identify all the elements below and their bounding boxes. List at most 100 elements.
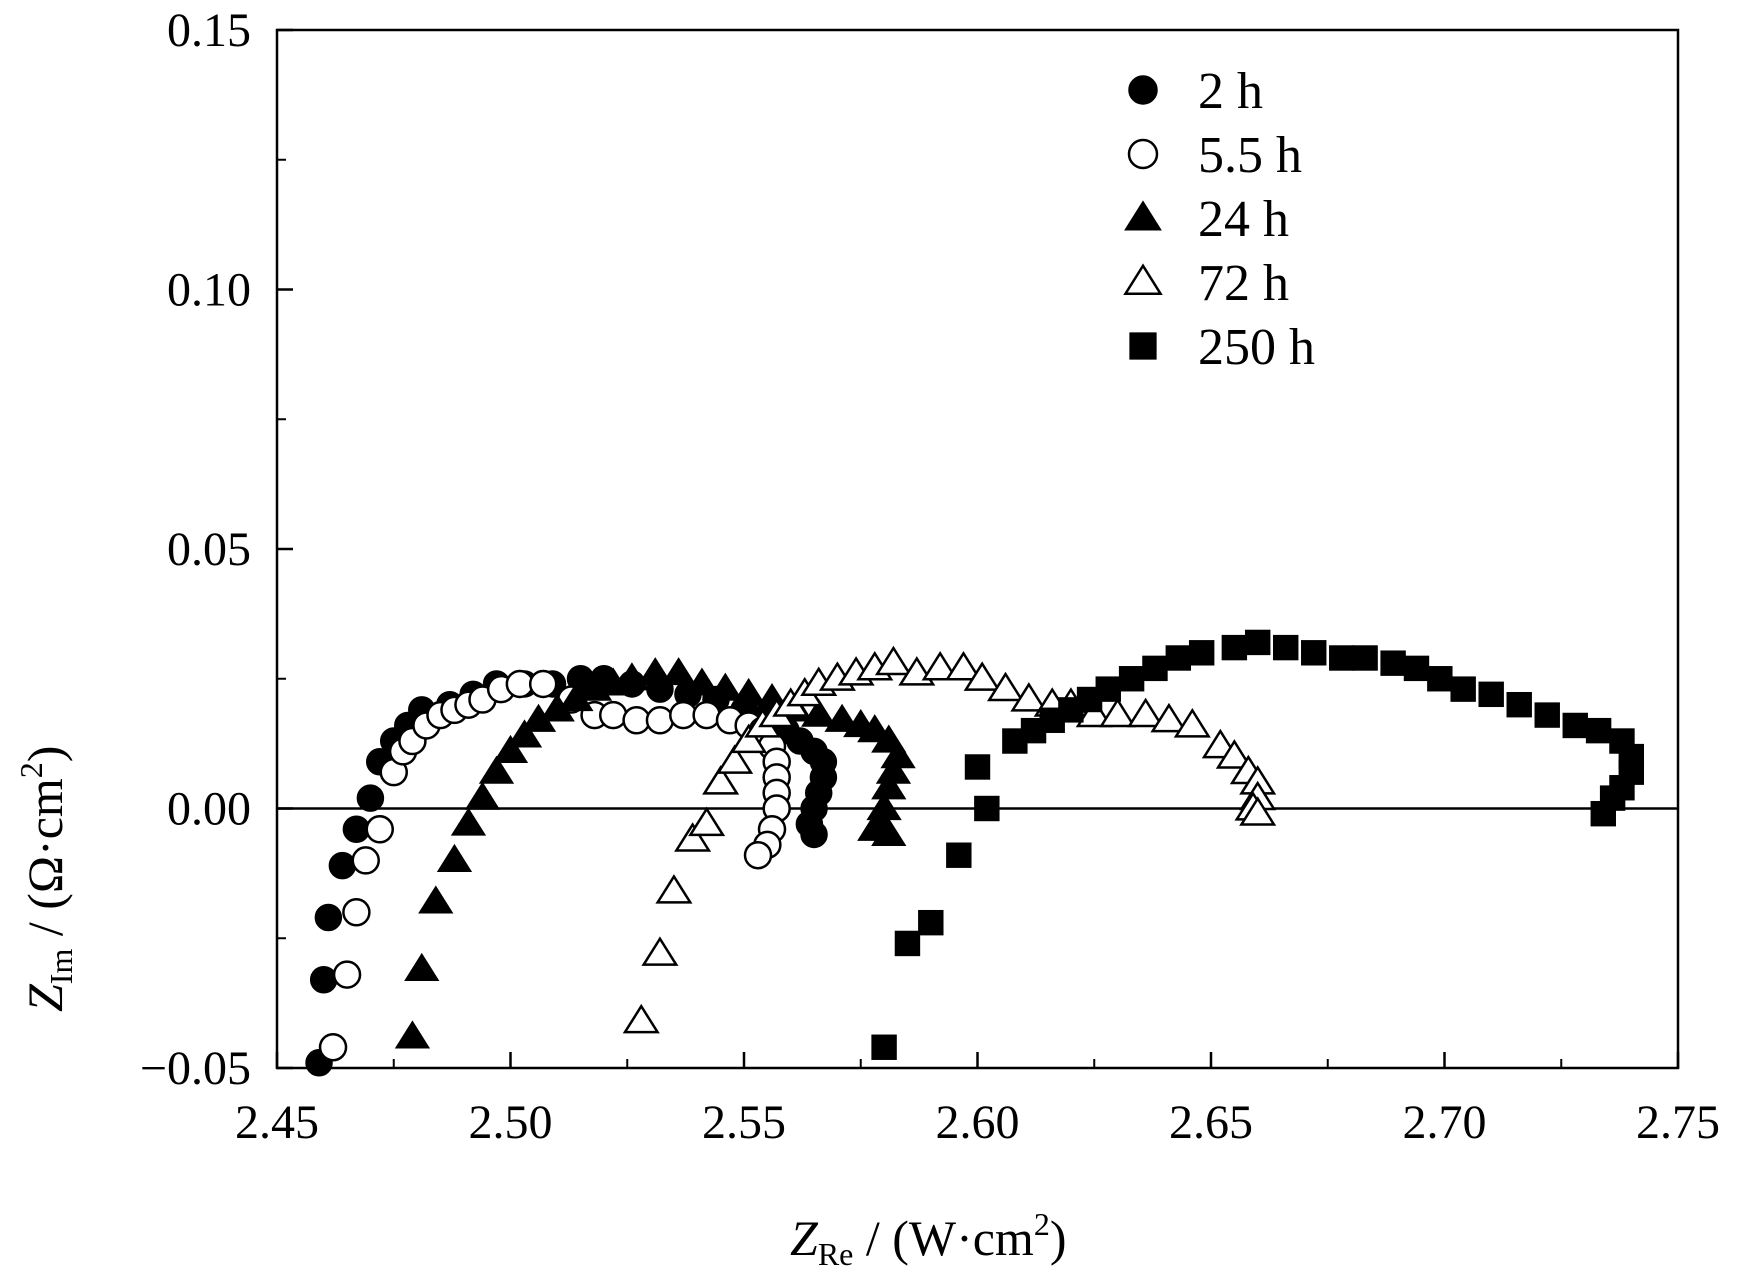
legend-marker: [1129, 332, 1157, 360]
data-point: [944, 650, 983, 681]
data-point: [692, 700, 721, 730]
data-point: [1010, 682, 1048, 712]
data-point: [801, 698, 837, 727]
data-point: [688, 806, 726, 837]
data-point: [622, 1003, 660, 1034]
legend: 2 h 5.5 h 24 h 72 h 250 h: [1123, 63, 1315, 376]
data-point: [1095, 676, 1121, 702]
data-point: [528, 669, 558, 699]
data-point: [1585, 717, 1612, 744]
y-axis-ticks: −0.05 0.00 0.05 0.10 0.15: [140, 4, 293, 1095]
legend-marker: [1124, 200, 1162, 231]
data-point: [314, 903, 343, 932]
data-point: [963, 661, 1001, 691]
data-point: [1188, 640, 1215, 666]
legend-label: 72 h: [1198, 255, 1289, 312]
data-point: [707, 672, 743, 701]
data-point: [356, 784, 385, 812]
data-point: [702, 765, 740, 795]
data-point: [660, 657, 697, 686]
data-point: [404, 952, 440, 981]
data-point: [365, 815, 394, 844]
data-point: [318, 1032, 348, 1062]
data-point: [1150, 702, 1188, 733]
x-tick-label: 2.65: [1169, 1096, 1253, 1149]
x-axis-label: ZRe / (W·cm2): [790, 1206, 1066, 1269]
data-point: [1534, 702, 1560, 728]
legend-marker: [1127, 138, 1159, 170]
data-point: [328, 851, 357, 880]
y-axis-label: ZIm / (Ω·cm2): [13, 746, 79, 1012]
data-point: [309, 966, 338, 994]
data-point: [674, 822, 712, 852]
data-point: [921, 650, 959, 681]
legend-label: 5.5 h: [1198, 127, 1302, 184]
data-point: [1590, 800, 1616, 827]
data-point: [1478, 681, 1504, 708]
data-point: [871, 771, 907, 800]
data-point: [964, 754, 991, 780]
data-point: [1403, 655, 1430, 682]
legend-marker: [1128, 75, 1158, 105]
data-point: [800, 820, 828, 849]
data-point: [1142, 655, 1168, 682]
data-point: [974, 795, 1000, 822]
data-point: [894, 930, 921, 957]
legend-label: 250 h: [1198, 319, 1315, 376]
y-tick-label: 0.15: [167, 4, 251, 57]
x-tick-label: 2.55: [702, 1096, 786, 1149]
data-point: [1239, 796, 1277, 826]
legend-label: 24 h: [1198, 191, 1289, 248]
x-tick-label: 2.70: [1403, 1096, 1487, 1149]
plot-area: [275, 28, 1680, 1070]
data-point: [637, 657, 673, 686]
data-point: [1165, 645, 1192, 671]
data-point: [506, 719, 543, 748]
data-point: [986, 671, 1025, 702]
data-point: [1244, 629, 1271, 656]
plot-frame: [275, 28, 1680, 1070]
x-tick-label: 2.75: [1636, 1096, 1720, 1149]
data-point: [342, 898, 371, 927]
x-tick-label: 2.60: [936, 1096, 1020, 1149]
data-point: [332, 960, 362, 989]
data-point: [1127, 697, 1165, 728]
data-markers: [305, 629, 1645, 1077]
data-point: [1215, 739, 1253, 769]
y-tick-label: 0.00: [167, 783, 251, 836]
data-point: [946, 842, 972, 868]
data-point: [598, 700, 628, 730]
series-24-h: [394, 657, 916, 1049]
x-tick-label: 2.45: [235, 1096, 319, 1149]
data-point: [1562, 712, 1588, 739]
data-point: [874, 645, 912, 676]
data-point: [1221, 634, 1248, 661]
data-point: [1427, 666, 1453, 692]
data-point: [1273, 634, 1299, 661]
data-point: [655, 874, 693, 904]
data-point: [1329, 645, 1355, 671]
data-point: [394, 1020, 431, 1049]
data-point: [492, 734, 529, 764]
data-point: [464, 781, 501, 810]
legend-label: 2 h: [1198, 63, 1263, 120]
data-point: [857, 812, 893, 841]
data-point: [478, 755, 515, 784]
data-point: [351, 846, 380, 875]
y-tick-label: 0.10: [167, 264, 251, 317]
data-point: [645, 706, 675, 735]
data-point: [450, 807, 487, 836]
y-tick-label: 0.05: [167, 523, 251, 576]
data-point: [1099, 697, 1137, 728]
data-point: [731, 677, 767, 706]
data-point: [1118, 666, 1145, 692]
data-point: [730, 723, 768, 754]
data-point: [918, 909, 944, 936]
data-point: [1075, 697, 1113, 728]
data-point: [1173, 708, 1211, 738]
data-point: [1506, 691, 1532, 718]
series-5-5-h: [318, 669, 791, 1062]
data-point: [1352, 645, 1378, 671]
series-250-h: [871, 629, 1645, 1060]
